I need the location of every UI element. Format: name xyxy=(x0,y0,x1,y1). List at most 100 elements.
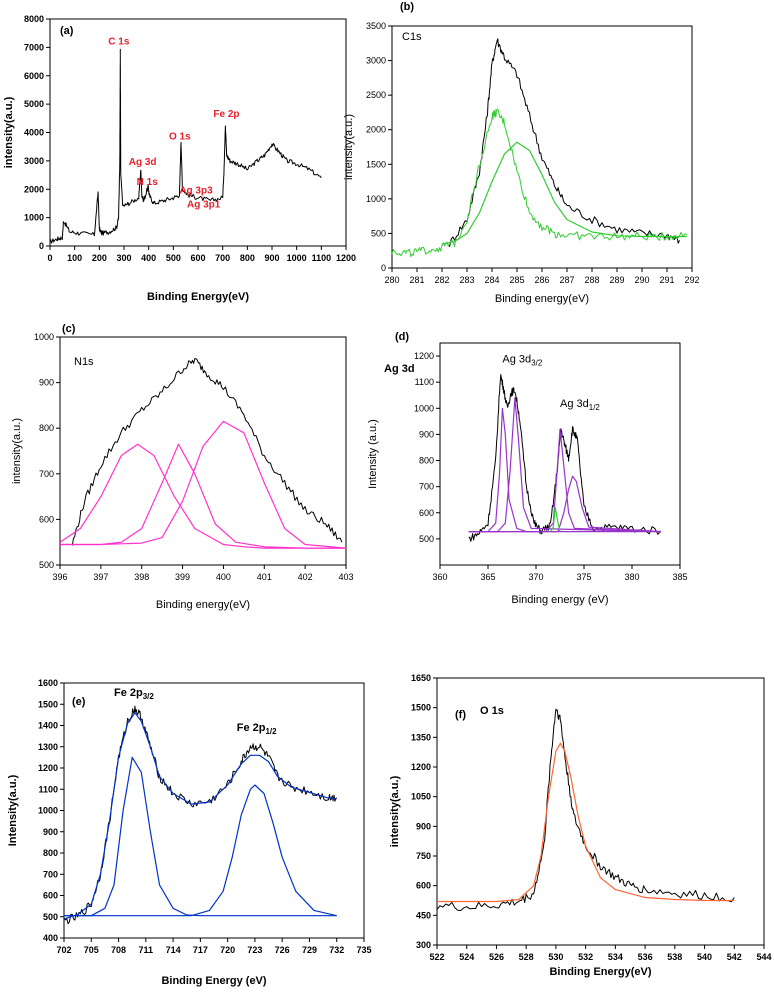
chart-panel-c: 396 397 398 399 400 401 402 403 500 600 700 800 900 1… xyxy=(11,323,354,611)
y-tick-label: 600 xyxy=(419,508,434,518)
y-tick-label: 1050 xyxy=(411,792,431,802)
series-line xyxy=(49,48,322,244)
y-tick-label: 750 xyxy=(416,851,431,861)
x-tick-label: 705 xyxy=(84,945,99,955)
annotation-label: Ag 3d1/2 xyxy=(560,398,600,412)
x-tick-label: 500 xyxy=(166,253,181,263)
annotation-label: Fe 2p3/2 xyxy=(114,687,154,701)
x-tick-label: 375 xyxy=(576,572,591,582)
peak-label: C1s xyxy=(402,31,422,43)
plot-frame xyxy=(391,25,693,269)
x-axis-label: Binding energy (eV) xyxy=(511,594,608,606)
series-line xyxy=(436,708,735,911)
panel-label: (e) xyxy=(72,696,86,708)
x-axis-label: Binding Energy(eV) xyxy=(147,291,249,303)
y-tick-label: 1600 xyxy=(38,678,58,688)
x-tick-label: 524 xyxy=(459,952,474,962)
x-tick-label: 370 xyxy=(528,572,543,582)
x-tick-label: 402 xyxy=(298,572,313,582)
x-tick-label: 717 xyxy=(193,945,208,955)
x-tick-label: 360 xyxy=(432,572,447,582)
x-tick-label: 400 xyxy=(216,572,231,582)
y-tick-label: 1000 xyxy=(414,403,434,413)
x-tick-label: 536 xyxy=(638,952,653,962)
panel-label: (a) xyxy=(60,25,74,37)
x-tick-label: 538 xyxy=(667,952,682,962)
y-tick-label: 1200 xyxy=(411,762,431,772)
y-tick-label: 300 xyxy=(416,940,431,950)
y-tick-label: 700 xyxy=(43,869,58,879)
y-tick-label: 1000 xyxy=(24,213,44,223)
y-axis-label: intensity(a.u.) xyxy=(389,775,401,847)
y-tick-label: 700 xyxy=(419,482,434,492)
x-tick-label: 288 xyxy=(584,275,599,285)
x-tick-label: 1200 xyxy=(336,253,356,263)
x-tick-label: 398 xyxy=(134,572,149,582)
y-tick-label: 1350 xyxy=(411,732,431,742)
y-tick-label: 2000 xyxy=(366,125,386,135)
annotation-label: Ag 3d3/2 xyxy=(502,354,542,368)
x-tick-label: 532 xyxy=(578,952,593,962)
series-line xyxy=(468,407,661,533)
series-line xyxy=(391,108,688,257)
x-tick-label: 396 xyxy=(52,572,67,582)
y-tick-label: 1500 xyxy=(38,699,58,709)
x-tick-label: 540 xyxy=(697,952,712,962)
y-tick-label: 3000 xyxy=(366,56,386,66)
x-tick-label: 714 xyxy=(166,945,181,955)
y-tick-label: 1200 xyxy=(38,763,58,773)
y-tick-label: 1000 xyxy=(38,806,58,816)
y-tick-label: 0 xyxy=(381,263,386,273)
y-tick-label: 500 xyxy=(39,560,54,570)
y-tick-label: 8000 xyxy=(24,14,44,24)
x-tick-label: 403 xyxy=(338,572,353,582)
series-line xyxy=(468,374,662,542)
chart-panel-d: 360 365 370 375 380 385 500 600 700 800 900 1000 110… xyxy=(367,331,688,606)
x-tick-label: 300 xyxy=(116,253,131,263)
annotation-label: Fe 2p xyxy=(213,109,239,120)
plot-frame xyxy=(59,336,347,566)
y-tick-label: 1400 xyxy=(38,721,58,731)
plot-frame xyxy=(49,18,347,247)
annotation-label: Fe 2p1/2 xyxy=(237,722,277,736)
y-tick-label: 7000 xyxy=(24,42,44,52)
x-tick-label: 542 xyxy=(727,952,742,962)
x-tick-label: 100 xyxy=(67,253,82,263)
y-axis-label: intensity(a.u.) xyxy=(11,418,23,484)
x-tick-label: 292 xyxy=(684,275,699,285)
x-tick-label: 400 xyxy=(141,253,156,263)
x-tick-label: 726 xyxy=(275,945,290,955)
panel-label: (f) xyxy=(455,709,466,721)
annotation-label: C 1s xyxy=(108,37,130,48)
x-tick-label: 735 xyxy=(356,945,371,955)
series-line xyxy=(468,475,661,533)
y-tick-label: 900 xyxy=(419,429,434,439)
y-tick-label: 1000 xyxy=(34,332,54,342)
series-line xyxy=(64,784,337,917)
series-line xyxy=(468,397,661,533)
y-tick-label: 1300 xyxy=(38,742,58,752)
x-tick-label: 399 xyxy=(175,572,190,582)
x-axis-label: Binding energy(eV) xyxy=(156,599,250,611)
annotation-label: Ag 3d xyxy=(129,157,157,168)
x-tick-label: 600 xyxy=(190,253,205,263)
y-axis-label: Intensity (a.u.) xyxy=(367,419,379,489)
x-tick-label: 544 xyxy=(756,952,771,962)
x-tick-label: 280 xyxy=(384,275,399,285)
x-tick-label: 290 xyxy=(634,275,649,285)
plot-frame xyxy=(63,682,365,939)
x-tick-label: 526 xyxy=(489,952,504,962)
x-tick-label: 530 xyxy=(548,952,563,962)
x-tick-label: 281 xyxy=(409,275,424,285)
chart-panel-a: 0 100 200 300 400 500 600 700 800 900 1000 1100 1200… xyxy=(3,14,356,303)
x-tick-label: 711 xyxy=(139,945,154,955)
y-axis-label: intensity(a.u.) xyxy=(343,114,355,180)
y-tick-label: 500 xyxy=(371,228,386,238)
x-axis-label: Binding Energy(eV) xyxy=(549,966,651,978)
x-axis-label: Binding Energy (eV) xyxy=(161,975,266,987)
x-tick-label: 287 xyxy=(559,275,574,285)
y-axis-label: Intensity(a.u.) xyxy=(7,774,19,846)
y-tick-label: 1500 xyxy=(411,703,431,713)
y-tick-label: 1000 xyxy=(366,194,386,204)
